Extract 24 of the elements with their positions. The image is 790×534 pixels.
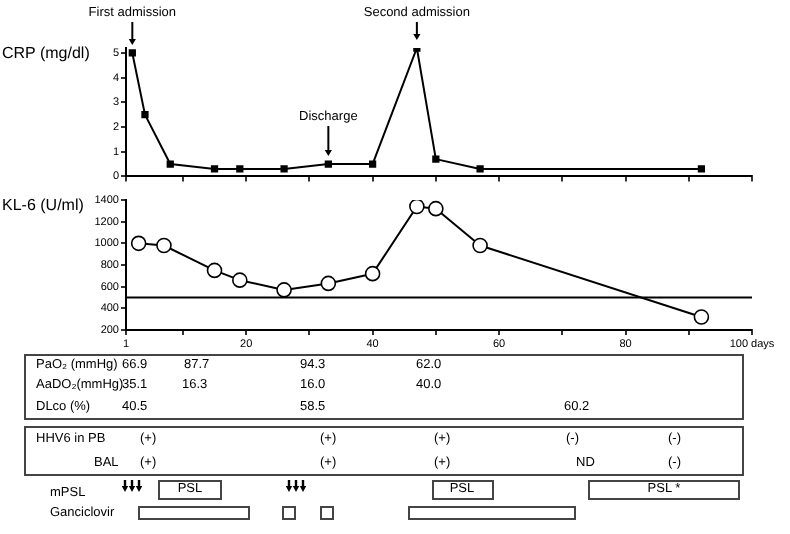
point (276, 282, 292, 298)
point (210, 165, 219, 173)
point (324, 160, 332, 168)
point (368, 160, 377, 168)
y-axis-title: CRP (mg/dl) (2, 44, 91, 63)
point (320, 275, 337, 292)
point (472, 237, 488, 254)
y-axis-title: KL-6 (U/ml) (2, 196, 85, 215)
point (693, 309, 710, 325)
point (166, 160, 174, 168)
point (409, 200, 425, 215)
point (232, 272, 248, 288)
point (428, 200, 444, 217)
point (156, 237, 172, 254)
point (141, 111, 149, 119)
point (206, 262, 223, 279)
point (476, 165, 484, 173)
point (130, 235, 147, 252)
point (432, 155, 440, 163)
point (364, 265, 381, 282)
point (280, 165, 288, 173)
point (128, 49, 136, 57)
point (236, 165, 244, 173)
point (697, 165, 706, 173)
